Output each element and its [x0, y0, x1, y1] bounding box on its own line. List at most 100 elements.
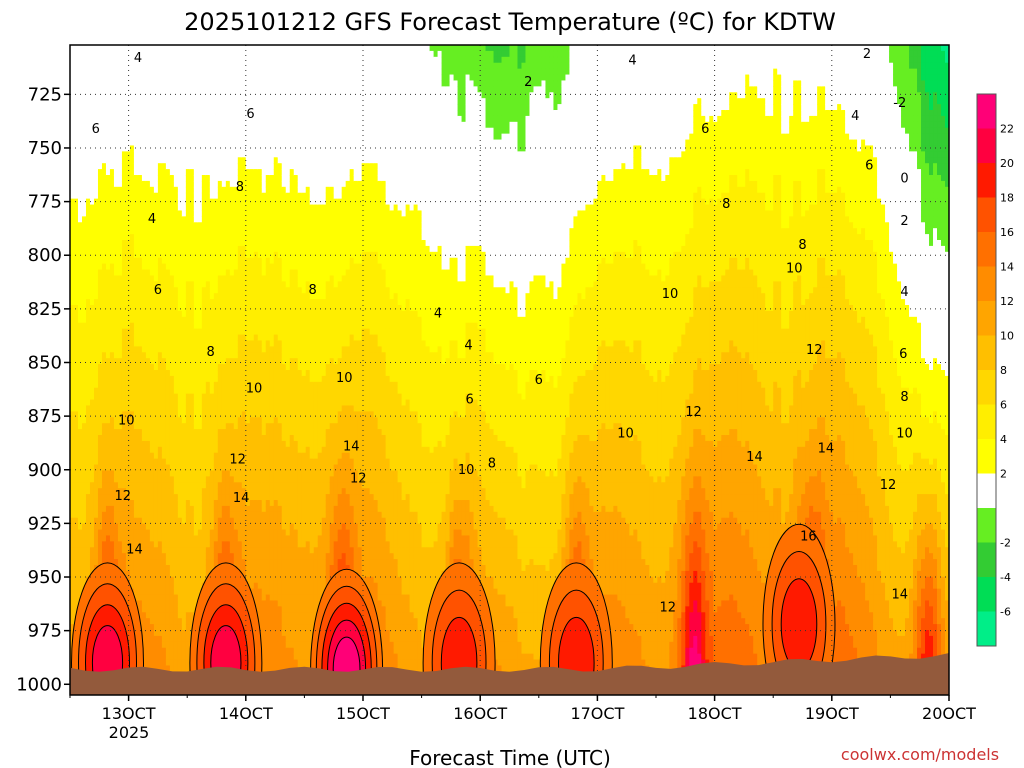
temperature-cell	[81, 417, 87, 424]
temperature-cell	[89, 251, 95, 259]
temperature-cell	[70, 387, 75, 395]
temperature-cell	[213, 458, 219, 466]
temperature-cell	[113, 553, 119, 560]
temperature-cell	[217, 92, 223, 99]
temperature-cell	[217, 257, 223, 265]
temperature-cell	[70, 476, 75, 483]
temperature-cell	[169, 635, 175, 643]
temperature-cell	[125, 139, 131, 147]
temperature-cell	[157, 186, 163, 194]
temperature-cell	[189, 62, 195, 70]
temperature-cell	[157, 588, 163, 596]
temperature-cell	[70, 411, 75, 418]
temperature-cell	[137, 417, 143, 424]
temperature-cell	[185, 110, 191, 117]
temperature-cell	[113, 381, 119, 389]
temperature-cell	[105, 110, 111, 117]
temperature-cell	[77, 429, 83, 436]
temperature-cell	[229, 387, 235, 395]
temperature-cell	[133, 452, 139, 460]
temperature-cell	[149, 600, 155, 607]
temperature-cell	[189, 582, 195, 590]
temperature-cell	[85, 281, 91, 288]
temperature-cell	[93, 405, 99, 412]
temperature-cell	[109, 511, 115, 519]
temperature-cell	[129, 576, 135, 584]
temperature-cell	[213, 263, 219, 271]
temperature-cell	[74, 110, 79, 117]
temperature-cell	[233, 104, 239, 111]
temperature-cell	[185, 251, 191, 259]
temperature-cell	[205, 275, 211, 282]
temperature-cell	[101, 364, 107, 371]
temperature-cell	[81, 287, 87, 294]
temperature-cell	[85, 334, 91, 342]
temperature-cell	[181, 399, 187, 407]
temperature-cell	[161, 293, 167, 300]
temperature-cell	[169, 115, 175, 123]
temperature-cell	[193, 210, 199, 217]
temperature-cell	[213, 411, 219, 418]
temperature-cell	[117, 364, 123, 371]
temperature-cell	[173, 635, 179, 643]
temperature-cell	[141, 375, 147, 383]
temperature-cell	[141, 133, 147, 141]
temperature-cell	[117, 553, 123, 560]
temperature-cell	[109, 62, 115, 70]
temperature-cell	[81, 500, 87, 507]
temperature-cell	[117, 115, 123, 123]
temperature-cell	[185, 399, 191, 407]
temperature-cell	[113, 334, 119, 342]
temperature-cell	[189, 180, 195, 188]
temperature-cell	[117, 340, 123, 347]
temperature-cell	[74, 340, 79, 347]
temperature-cell	[193, 192, 199, 200]
temperature-cell	[157, 494, 163, 501]
temperature-cell	[169, 594, 175, 602]
temperature-cell	[201, 56, 207, 64]
temperature-cell	[133, 322, 139, 330]
temperature-cell	[233, 358, 239, 365]
temperature-cell	[185, 234, 191, 241]
temperature-cell	[77, 352, 83, 359]
temperature-cell	[237, 423, 243, 430]
temperature-cell	[129, 464, 135, 472]
temperature-cell	[161, 192, 167, 200]
temperature-cell	[237, 411, 243, 418]
temperature-cell	[70, 511, 75, 519]
temperature-cell	[77, 133, 83, 141]
temperature-cell	[169, 305, 175, 312]
temperature-cell	[137, 151, 143, 158]
temperature-cell	[137, 186, 143, 194]
temperature-cell	[205, 251, 211, 259]
temperature-cell	[209, 50, 215, 58]
temperature-cell	[137, 228, 143, 235]
temperature-cell	[165, 169, 171, 176]
temperature-cell	[89, 121, 95, 129]
temperature-cell	[137, 275, 143, 282]
temperature-cell	[97, 74, 103, 82]
temperature-cell	[113, 399, 119, 407]
temperature-cell	[137, 86, 143, 93]
temperature-cell	[157, 269, 163, 277]
temperature-cell	[193, 50, 199, 58]
temperature-cell	[177, 127, 183, 135]
temperature-cell	[209, 429, 215, 436]
temperature-cell	[149, 446, 155, 454]
temperature-cell	[113, 86, 119, 93]
temperature-cell	[113, 175, 119, 182]
temperature-cell	[70, 145, 75, 152]
temperature-cell	[133, 92, 139, 99]
temperature-cell	[101, 494, 107, 501]
temperature-cell	[225, 358, 231, 365]
temperature-cell	[121, 523, 127, 531]
temperature-cell	[145, 559, 151, 566]
temperature-cell	[145, 115, 151, 123]
temperature-cell	[165, 80, 171, 87]
temperature-cell	[217, 121, 223, 129]
temperature-cell	[133, 269, 139, 277]
temperature-cell	[101, 305, 107, 312]
temperature-cell	[85, 488, 91, 495]
temperature-cell	[177, 630, 183, 637]
temperature-cell	[129, 517, 135, 525]
